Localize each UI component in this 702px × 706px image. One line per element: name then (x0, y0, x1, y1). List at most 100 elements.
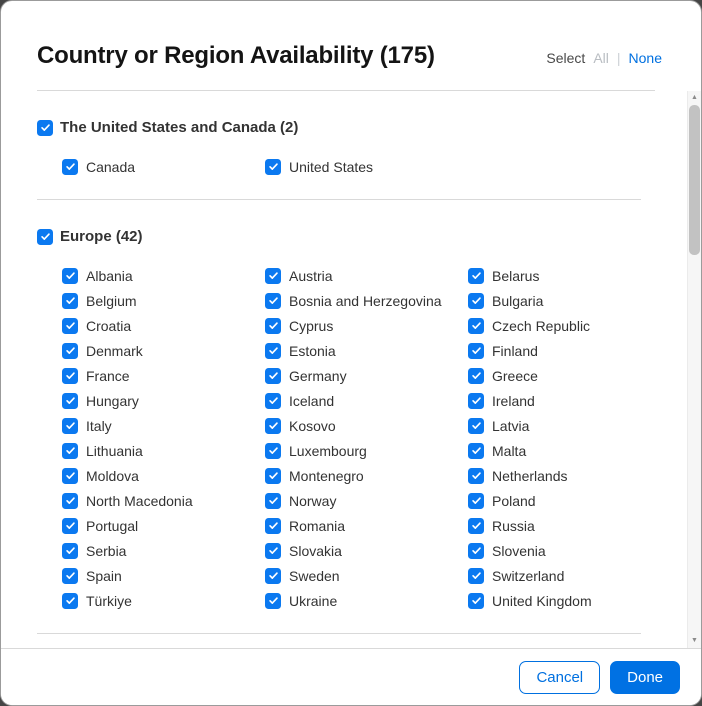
country-checkbox[interactable] (62, 267, 78, 284)
country-checkbox[interactable] (265, 158, 281, 175)
country-checkbox-item[interactable]: United Kingdom (468, 592, 641, 609)
country-checkbox[interactable] (62, 467, 78, 484)
country-checkbox-item[interactable]: Netherlands (468, 467, 641, 484)
country-checkbox[interactable] (265, 367, 281, 384)
country-checkbox[interactable] (265, 592, 281, 609)
country-checkbox[interactable] (468, 567, 484, 584)
country-checkbox[interactable] (265, 542, 281, 559)
country-checkbox-item[interactable]: Bosnia and Herzegovina (265, 292, 468, 309)
country-checkbox-item[interactable]: Switzerland (468, 567, 641, 584)
section-header[interactable]: Europe (42) (37, 228, 641, 245)
country-checkbox-item[interactable]: Kosovo (265, 417, 468, 434)
country-checkbox-item[interactable]: Portugal (62, 517, 265, 534)
country-checkbox[interactable] (62, 158, 78, 175)
country-checkbox[interactable] (265, 317, 281, 334)
section-checkbox[interactable] (37, 119, 53, 136)
country-checkbox-item[interactable]: Czech Republic (468, 317, 641, 334)
country-checkbox[interactable] (468, 292, 484, 309)
country-checkbox-item[interactable]: Spain (62, 567, 265, 584)
country-checkbox[interactable] (265, 517, 281, 534)
country-checkbox[interactable] (62, 442, 78, 459)
country-checkbox-item[interactable]: United States (265, 158, 468, 175)
scrollbar-down-icon[interactable]: ▼ (691, 637, 698, 644)
country-checkbox-item[interactable]: Ireland (468, 392, 641, 409)
country-checkbox[interactable] (265, 292, 281, 309)
country-checkbox[interactable] (62, 517, 78, 534)
country-checkbox[interactable] (265, 492, 281, 509)
country-checkbox[interactable] (265, 417, 281, 434)
scrollbar-up-icon[interactable]: ▲ (691, 94, 698, 101)
country-checkbox-item[interactable]: France (62, 367, 265, 384)
country-checkbox-item[interactable]: Cyprus (265, 317, 468, 334)
select-none-link[interactable]: None (628, 50, 662, 66)
country-checkbox-item[interactable]: Italy (62, 417, 265, 434)
country-checkbox-item[interactable]: Slovenia (468, 542, 641, 559)
country-checkbox[interactable] (468, 417, 484, 434)
country-checkbox[interactable] (468, 517, 484, 534)
country-checkbox-item[interactable]: Denmark (62, 342, 265, 359)
country-checkbox[interactable] (265, 267, 281, 284)
country-checkbox[interactable] (468, 392, 484, 409)
country-checkbox-item[interactable]: Slovakia (265, 542, 468, 559)
country-checkbox-item[interactable]: Poland (468, 492, 641, 509)
country-checkbox-item[interactable]: Estonia (265, 342, 468, 359)
country-checkbox-item[interactable]: Norway (265, 492, 468, 509)
country-checkbox[interactable] (62, 292, 78, 309)
country-checkbox-item[interactable]: North Macedonia (62, 492, 265, 509)
country-checkbox[interactable] (468, 367, 484, 384)
country-checkbox[interactable] (468, 492, 484, 509)
country-checkbox-item[interactable]: Iceland (265, 392, 468, 409)
country-checkbox-item[interactable]: Belgium (62, 292, 265, 309)
country-checkbox[interactable] (62, 542, 78, 559)
country-checkbox[interactable] (468, 542, 484, 559)
country-checkbox[interactable] (468, 267, 484, 284)
country-checkbox-item[interactable]: Ukraine (265, 592, 468, 609)
country-checkbox-item[interactable]: Germany (265, 367, 468, 384)
country-checkbox-item[interactable]: Serbia (62, 542, 265, 559)
country-checkbox[interactable] (468, 342, 484, 359)
country-checkbox[interactable] (62, 367, 78, 384)
country-checkbox-item[interactable]: Finland (468, 342, 641, 359)
country-checkbox[interactable] (62, 492, 78, 509)
country-checkbox[interactable] (265, 392, 281, 409)
country-checkbox-item[interactable]: Luxembourg (265, 442, 468, 459)
country-checkbox[interactable] (468, 317, 484, 334)
section-header[interactable]: The United States and Canada (2) (37, 119, 641, 136)
scrollbar[interactable]: ▲ ▼ (687, 91, 701, 648)
country-checkbox[interactable] (62, 417, 78, 434)
country-checkbox[interactable] (468, 467, 484, 484)
country-checkbox-item[interactable]: Russia (468, 517, 641, 534)
country-checkbox-item[interactable]: Romania (265, 517, 468, 534)
country-checkbox[interactable] (265, 567, 281, 584)
country-checkbox[interactable] (265, 442, 281, 459)
select-all-link[interactable]: All (593, 50, 609, 66)
country-checkbox[interactable] (62, 592, 78, 609)
country-checkbox-item[interactable]: Canada (62, 158, 265, 175)
country-checkbox-item[interactable]: Belarus (468, 267, 641, 284)
country-checkbox[interactable] (62, 317, 78, 334)
country-checkbox-item[interactable]: Croatia (62, 317, 265, 334)
country-checkbox-item[interactable]: Latvia (468, 417, 641, 434)
scrollbar-thumb[interactable] (689, 105, 700, 255)
country-checkbox-item[interactable]: Albania (62, 267, 265, 284)
country-checkbox-item[interactable]: Türkiye (62, 592, 265, 609)
done-button[interactable]: Done (610, 660, 680, 694)
country-checkbox-item[interactable]: Sweden (265, 567, 468, 584)
country-checkbox-item[interactable]: Lithuania (62, 442, 265, 459)
country-checkbox-item[interactable]: Montenegro (265, 467, 468, 484)
country-checkbox-item[interactable]: Malta (468, 442, 641, 459)
country-checkbox[interactable] (62, 342, 78, 359)
country-checkbox[interactable] (468, 442, 484, 459)
country-checkbox[interactable] (265, 467, 281, 484)
country-checkbox[interactable] (468, 592, 484, 609)
cancel-button[interactable]: Cancel (519, 660, 601, 694)
country-checkbox[interactable] (62, 567, 78, 584)
country-checkbox-item[interactable]: Bulgaria (468, 292, 641, 309)
country-checkbox[interactable] (62, 392, 78, 409)
country-checkbox-item[interactable]: Hungary (62, 392, 265, 409)
country-checkbox-item[interactable]: Moldova (62, 467, 265, 484)
section-checkbox[interactable] (37, 228, 53, 245)
country-checkbox-item[interactable]: Greece (468, 367, 641, 384)
country-checkbox-item[interactable]: Austria (265, 267, 468, 284)
country-checkbox[interactable] (265, 342, 281, 359)
